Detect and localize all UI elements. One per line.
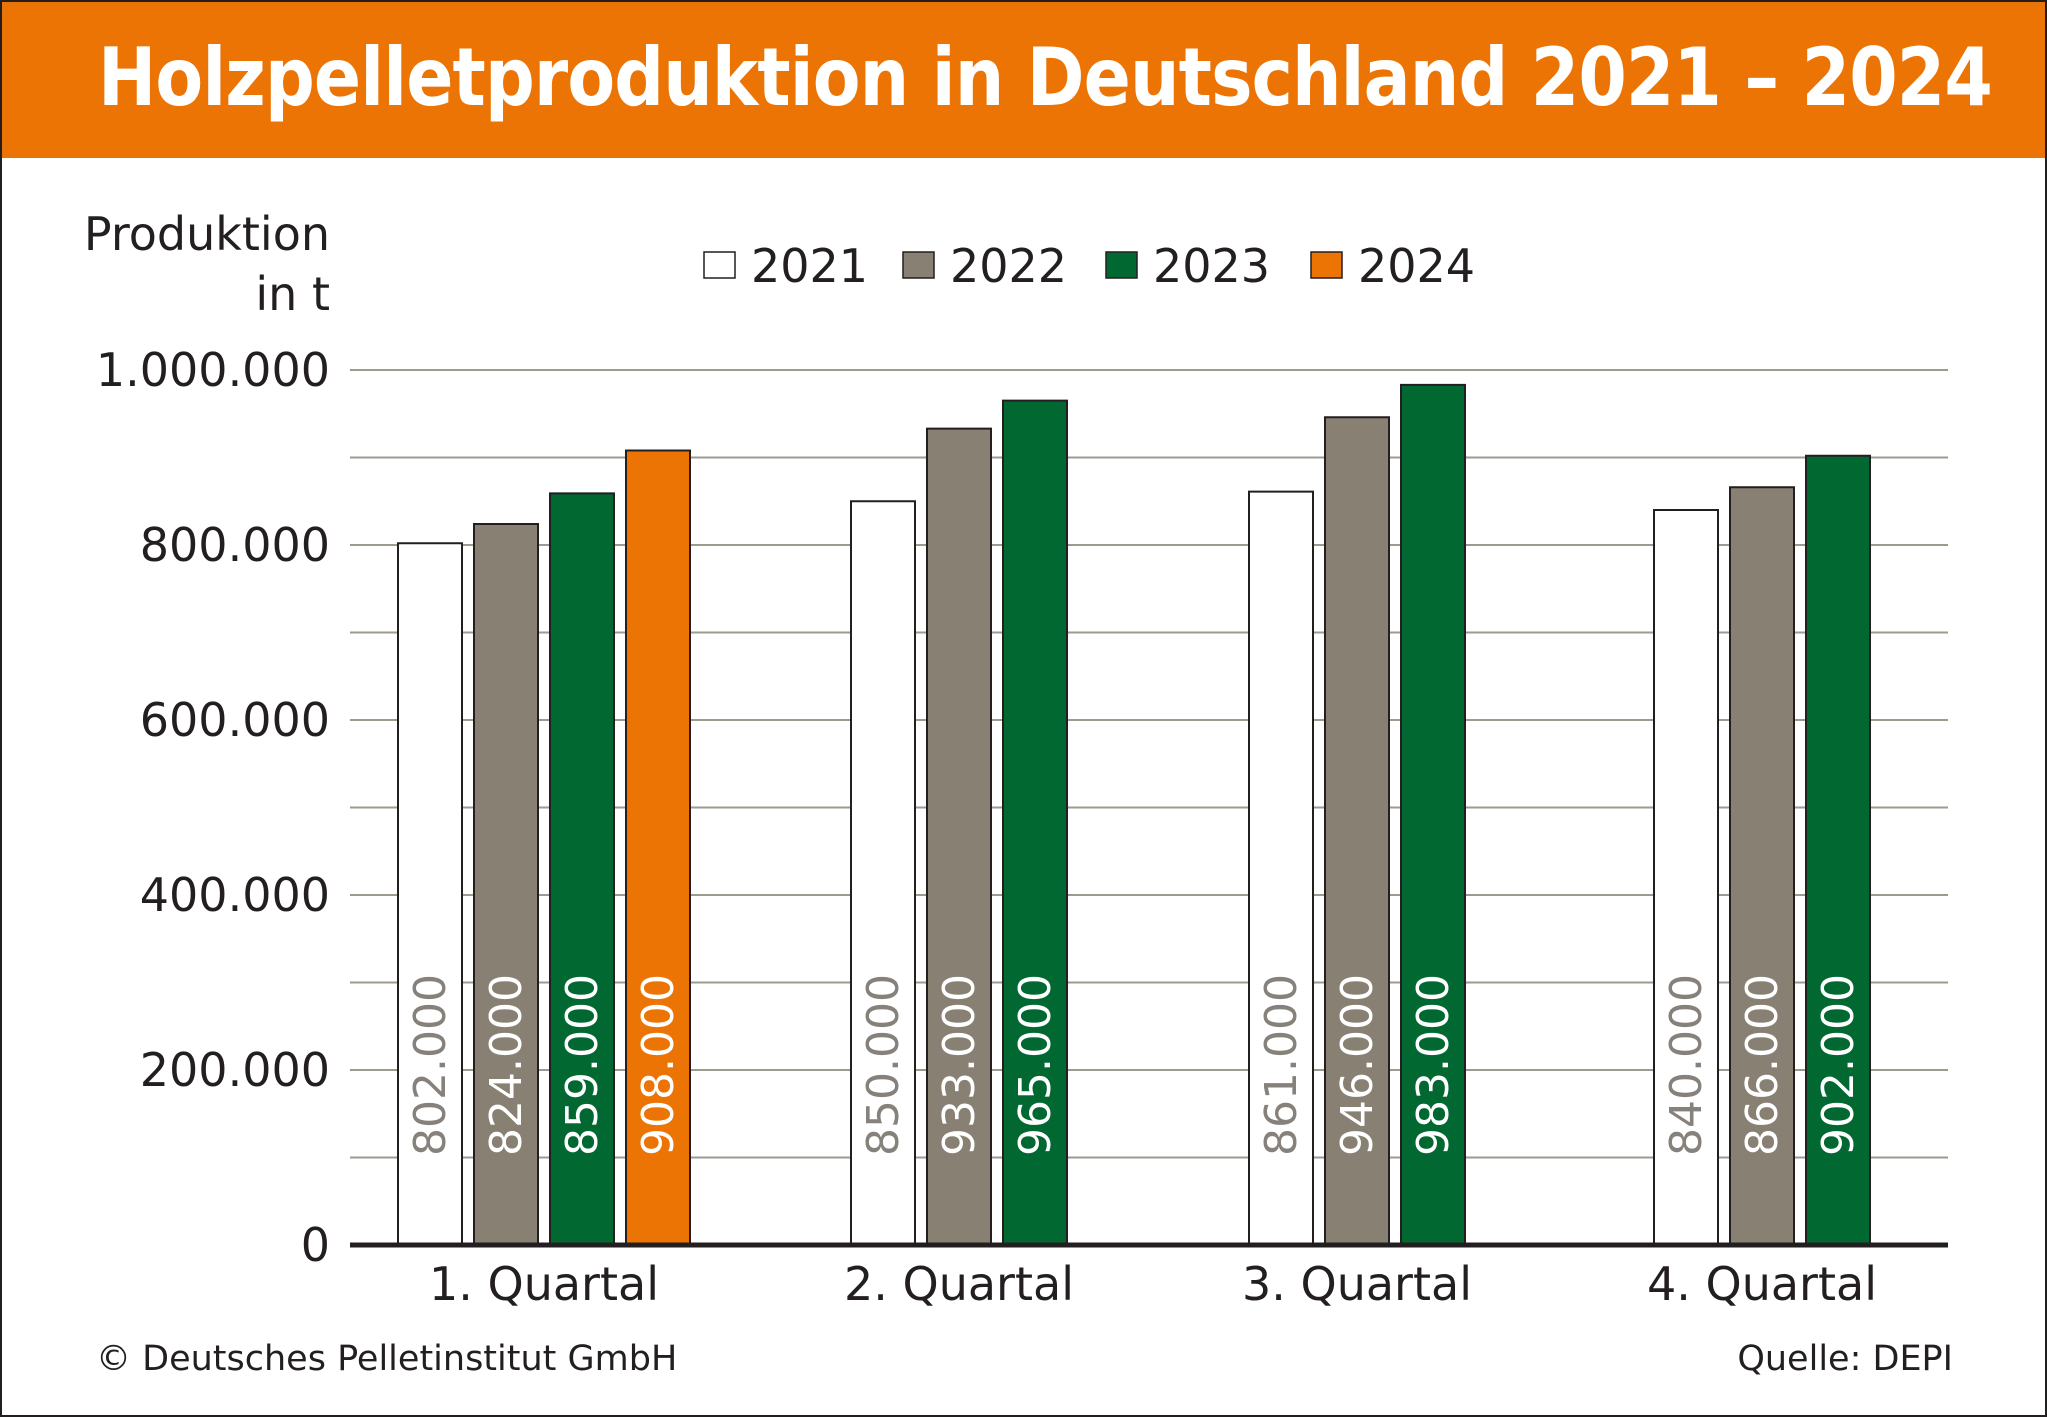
- legend-swatch: [902, 251, 935, 279]
- bar-value-label: 965.000: [1010, 974, 1061, 1156]
- bars: [397, 383, 1871, 1246]
- y-axis-title-line-2: in t: [255, 267, 330, 321]
- legend: 2021 2022 2023 2024: [703, 239, 1475, 293]
- bar-value-label: 983.000: [1408, 974, 1459, 1156]
- bar-value-label: 850.000: [858, 974, 909, 1156]
- x-category-label: 1. Quartal: [429, 1257, 659, 1311]
- bar-value-label: 859.000: [557, 974, 608, 1156]
- legend-item-2023: 2023: [1105, 239, 1270, 293]
- bar-value-label: 902.000: [1813, 974, 1864, 1156]
- bar-value-label: 933.000: [934, 974, 985, 1156]
- legend-label: 2021: [751, 239, 868, 293]
- y-tick-label: 400.000: [140, 868, 330, 922]
- y-axis-title-line-1: Produktion: [84, 207, 330, 261]
- bar-2023-q3: [1400, 383, 1466, 1246]
- legend-item-2021: 2021: [703, 239, 868, 293]
- y-tick-label: 0: [301, 1218, 330, 1272]
- bar-value-label: 861.000: [1256, 974, 1307, 1156]
- x-axis-categories: 1. Quartal 2. Quartal 3. Quartal 4. Quartal: [429, 1257, 1877, 1311]
- value-labels: 802.000 824.000 859.000 908.000 850.000 933.0…: [405, 974, 1864, 1156]
- legend-swatch: [1105, 251, 1138, 279]
- bar-value-label: 802.000: [405, 974, 456, 1156]
- legend-swatch: [703, 251, 736, 279]
- y-axis: Produktion in t 0 200.000 400.000 600.000 80…: [84, 207, 330, 1272]
- legend-label: 2024: [1358, 239, 1475, 293]
- legend-item-2022: 2022: [902, 239, 1067, 293]
- copyright-text: © Deutsches Pelletinstitut GmbH: [96, 1339, 677, 1379]
- bar-2023-q1: [549, 492, 615, 1246]
- bar-value-label: 946.000: [1332, 974, 1383, 1156]
- bar-value-label: 824.000: [481, 974, 532, 1156]
- bar-2022-q3: [1324, 416, 1390, 1246]
- x-category-label: 3. Quartal: [1242, 1257, 1472, 1311]
- y-tick-label: 200.000: [140, 1043, 330, 1097]
- x-category-label: 2. Quartal: [844, 1257, 1074, 1311]
- source-text: Quelle: DEPI: [1737, 1339, 1953, 1379]
- bar-2022-q4: [1729, 486, 1795, 1246]
- title-bar: Holzpelletproduktion in Deutschland 2021…: [2, 2, 2045, 158]
- y-tick-label: 1.000.000: [96, 343, 330, 397]
- legend-item-2024: 2024: [1310, 239, 1475, 293]
- legend-label: 2022: [950, 239, 1067, 293]
- legend-label: 2023: [1153, 239, 1270, 293]
- bar-value-label: 908.000: [633, 974, 684, 1156]
- y-tick-label: 600.000: [140, 693, 330, 747]
- chart-title: Holzpelletproduktion in Deutschland 2021…: [98, 31, 1993, 124]
- bar-2022-q2: [926, 427, 992, 1246]
- x-category-label: 4. Quartal: [1647, 1257, 1877, 1311]
- bar-2023-q4: [1805, 454, 1871, 1246]
- bar-2021-q4: [1653, 509, 1719, 1246]
- bar-value-label: 866.000: [1737, 974, 1788, 1156]
- bar-value-label: 840.000: [1661, 974, 1712, 1156]
- legend-swatch: [1310, 251, 1343, 279]
- bar-2021-q2: [850, 500, 916, 1246]
- bar-2024-q1: [625, 449, 691, 1246]
- y-tick-label: 800.000: [140, 518, 330, 572]
- bar-2021-q3: [1248, 490, 1314, 1246]
